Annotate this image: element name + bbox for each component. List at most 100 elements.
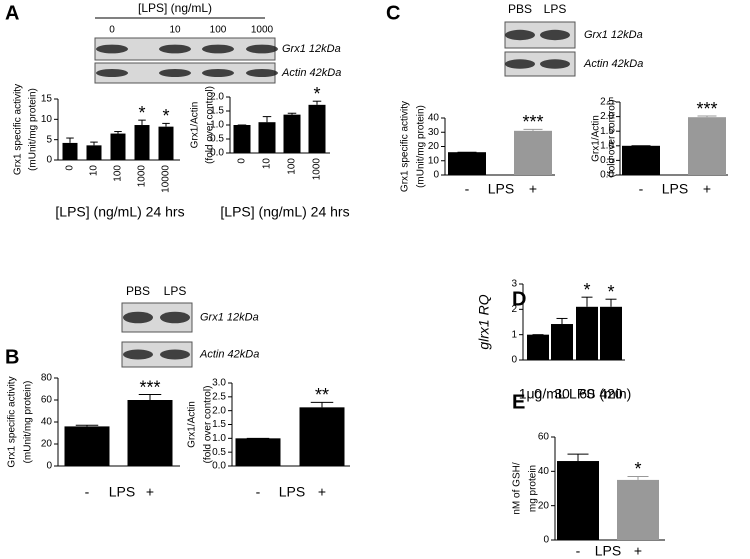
y-tick-label: 1.5 xyxy=(210,106,224,117)
y-tick-label: 60 xyxy=(41,395,53,406)
lane-label: LPS xyxy=(164,284,187,298)
x-tick-label: 1000 xyxy=(312,158,323,181)
x-axis-label: LPS xyxy=(109,484,135,500)
y-tick-label: 0.0 xyxy=(210,148,224,159)
lane-label: PBS xyxy=(126,284,150,298)
y-axis-label: (fold over control) xyxy=(205,86,216,164)
panel-label: B xyxy=(5,346,19,368)
bar xyxy=(308,104,326,153)
y-tick-label: 0 xyxy=(46,155,52,166)
y-tick-label: 1.0 xyxy=(210,120,224,131)
y-axis-label: Grx1/Actin xyxy=(190,102,201,149)
y-tick-label: 60 xyxy=(538,432,550,443)
x-tick-label: + xyxy=(318,484,326,500)
y-tick-label: 2.5 xyxy=(212,391,226,402)
significance: *** xyxy=(696,99,717,119)
blot-band xyxy=(96,44,128,54)
x-tick-label: 0 xyxy=(534,386,542,402)
blot-row-label: Actin 42kDa xyxy=(281,67,341,79)
blot-band xyxy=(123,349,153,360)
y-tick-label: 5 xyxy=(46,134,52,145)
bar xyxy=(283,114,301,153)
x-tick-label: + xyxy=(529,181,537,197)
x-tick-label: + xyxy=(146,484,154,500)
lane-label: 0 xyxy=(109,25,115,36)
y-tick-label: 80 xyxy=(41,373,53,384)
bar xyxy=(514,130,552,175)
bar xyxy=(576,306,598,360)
blot-header: [LPS] (ng/mL) xyxy=(138,1,212,15)
blot-row-label: Actin 42kDa xyxy=(583,58,643,70)
bar xyxy=(235,438,281,466)
y-tick-label: 0.0 xyxy=(600,170,614,181)
x-tick-label: 420 xyxy=(599,386,623,402)
x-tick-label: 100 xyxy=(287,158,298,175)
y-tick-label: 1 xyxy=(511,329,517,340)
x-tick-label: 0 xyxy=(237,158,248,164)
significance: * xyxy=(607,282,614,302)
bar xyxy=(233,125,251,153)
significance: * xyxy=(634,459,641,479)
blot-band xyxy=(505,29,535,41)
significance: * xyxy=(313,84,320,104)
panel-label: E xyxy=(512,391,525,413)
blot-band xyxy=(160,311,190,324)
x-tick-label: 30 xyxy=(554,386,570,402)
bar xyxy=(527,334,549,360)
bar xyxy=(134,125,150,160)
bar xyxy=(158,126,174,160)
y-tick-label: 3.0 xyxy=(212,378,226,389)
y-tick-label: 2.5 xyxy=(600,97,614,108)
y-tick-label: 3 xyxy=(511,279,517,290)
x-tick-label: - xyxy=(576,543,581,559)
blot-band xyxy=(123,311,153,324)
y-tick-label: 0 xyxy=(511,355,517,366)
x-tick-label: - xyxy=(465,181,470,197)
bar xyxy=(110,133,126,160)
blot-band xyxy=(540,29,570,41)
blot-row-label: Grx1 12kDa xyxy=(200,311,259,323)
x-axis-label: [LPS] (ng/mL) 24 hrs xyxy=(220,204,349,220)
x-axis-label: LPS xyxy=(279,484,305,500)
bar xyxy=(557,461,599,540)
bar xyxy=(127,400,173,466)
y-tick-label: 2.0 xyxy=(212,405,226,416)
bar xyxy=(258,122,276,153)
bar xyxy=(62,142,78,160)
y-tick-label: 20 xyxy=(538,500,550,511)
y-tick-label: 1.0 xyxy=(212,433,226,444)
y-axis-label: Grx1 specific activity xyxy=(13,84,24,175)
lane-label: 10 xyxy=(169,25,181,36)
y-tick-label: 10 xyxy=(41,114,53,125)
blot-band xyxy=(96,69,128,77)
lane-label: LPS xyxy=(544,2,567,16)
x-tick-label: + xyxy=(703,181,711,197)
y-axis-label: glrx1 RQ xyxy=(476,294,492,349)
lane-label: 1000 xyxy=(251,25,274,36)
y-axis-label: Grx1/Actin xyxy=(187,401,198,448)
blot-band xyxy=(246,69,278,77)
blot-band xyxy=(202,69,234,77)
blot-row-label: Actin 42kDa xyxy=(199,348,259,360)
bar xyxy=(600,306,622,360)
y-tick-label: 2 xyxy=(511,304,517,315)
x-tick-label: 100 xyxy=(113,165,124,182)
y-tick-label: 20 xyxy=(41,439,53,450)
y-tick-label: 1.5 xyxy=(600,126,614,137)
y-tick-label: 2.0 xyxy=(600,111,614,122)
y-tick-label: 10 xyxy=(428,155,440,166)
bar xyxy=(622,145,660,175)
panel-label: A xyxy=(5,2,19,24)
blot-band xyxy=(246,44,278,54)
y-axis-label: (fold over control) xyxy=(607,100,618,178)
y-axis-label: Grx1 specific activity xyxy=(400,101,411,192)
y-axis-label: (fold over control) xyxy=(203,386,214,464)
x-tick-label: 10000 xyxy=(161,165,172,193)
y-tick-label: 0.5 xyxy=(600,155,614,166)
blot-band xyxy=(505,59,535,69)
x-axis-label: LPS xyxy=(662,181,688,197)
significance: * xyxy=(162,106,169,126)
y-tick-label: 15 xyxy=(41,94,53,105)
significance: ** xyxy=(315,385,329,405)
